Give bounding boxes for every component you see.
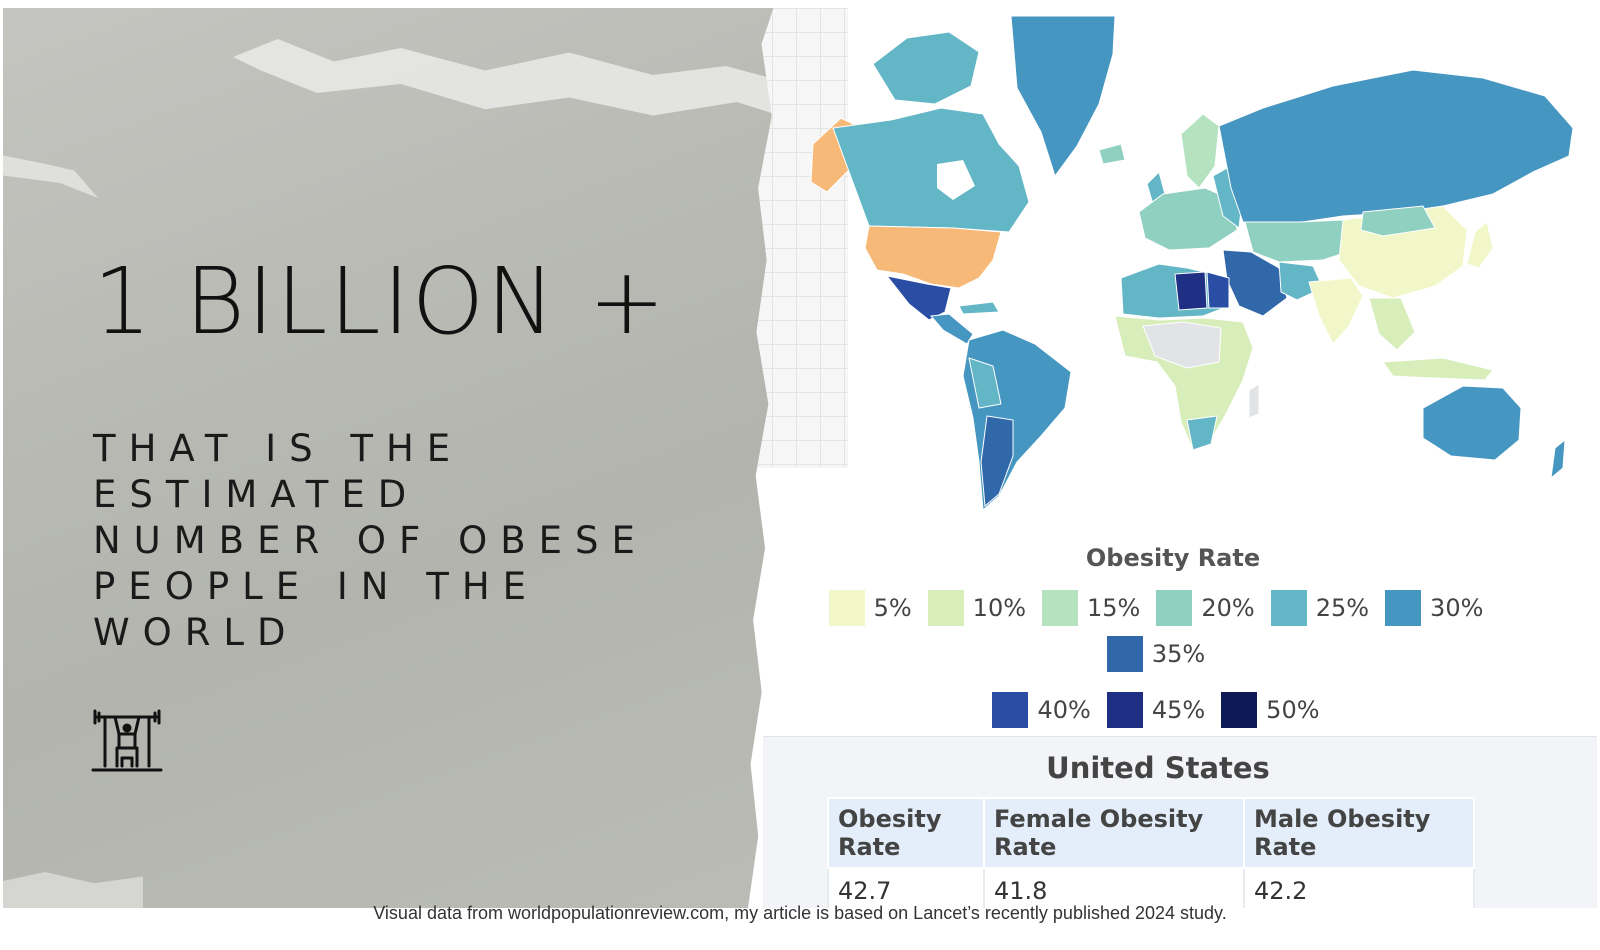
map-region-southern-cone <box>980 415 1014 508</box>
map-region-scandinavia <box>1180 113 1220 189</box>
legend-swatch <box>1106 636 1143 672</box>
legend-swatch <box>992 692 1029 728</box>
obesity-rate-value: 42.7 <box>827 867 985 908</box>
legend-title: Obesity Rate <box>1085 544 1261 572</box>
map-region-egypt <box>1206 271 1230 309</box>
map-region-japan <box>1466 221 1494 269</box>
female-obesity-rate-value: 41.8 <box>983 867 1245 908</box>
us-stats-section: United States Obesity Rate Female Obesit… <box>763 736 1597 908</box>
male-obesity-rate-value: 42.2 <box>1243 867 1475 908</box>
legend-swatch <box>1156 590 1193 626</box>
table-header-row: Obesity Rate Female Obesity Rate Male Ob… <box>827 797 1475 869</box>
map-region-russia <box>1218 69 1574 225</box>
map-region-mongolia <box>1360 205 1436 237</box>
map-region-europe <box>1138 187 1238 251</box>
legend-label: 30% <box>1430 594 1484 622</box>
legend-item: 20% <box>1156 590 1255 626</box>
legend-swatch <box>1270 590 1307 626</box>
legend-swatch <box>828 590 865 626</box>
legend-label: 40% <box>1037 696 1091 724</box>
map-region-united-states <box>864 225 1002 289</box>
legend-label: 45% <box>1151 696 1206 724</box>
map-region-new-zealand <box>1550 438 1566 480</box>
map-region-indonesia <box>1382 357 1494 381</box>
legend-swatch <box>1385 590 1422 626</box>
map-legend: 5% 10% 15% 20% 25% 30% 35% 40% 45% 50% <box>781 590 1531 728</box>
legend-label: 25% <box>1315 594 1370 622</box>
legend-label: 10% <box>972 594 1027 622</box>
legend-label: 5% <box>873 594 912 622</box>
legend-item: 50% <box>1221 692 1320 728</box>
map-region-south-america <box>962 329 1072 512</box>
slide: 1 BILLION + THAT IS THE ESTIMATED NUMBER… <box>3 8 1597 908</box>
map-region-mexico <box>885 275 952 321</box>
legend-swatch <box>1042 590 1079 626</box>
map-region-iceland <box>1098 143 1126 165</box>
headline: 1 BILLION + <box>93 248 668 355</box>
map-region-australia <box>1422 385 1522 461</box>
legend-swatch <box>927 590 964 626</box>
legend-item: 10% <box>927 590 1027 626</box>
map-region-southeast-asia <box>1368 297 1416 351</box>
legend-item: 30% <box>1385 590 1483 626</box>
map-region-peru-bolivia <box>968 357 1002 409</box>
paper-tear <box>3 155 98 198</box>
map-region-libya <box>1174 271 1208 311</box>
legend-label: 15% <box>1087 594 1141 622</box>
us-stats-title: United States <box>1046 751 1270 785</box>
weightlifter-icon <box>91 709 163 772</box>
map-region-greenland <box>1010 16 1116 178</box>
paper-background <box>3 8 823 908</box>
legend-item: 45% <box>1106 692 1206 728</box>
map-region-south-africa <box>1186 415 1218 451</box>
paper-tear <box>233 39 793 120</box>
us-stats-table: Obesity Rate Female Obesity Rate Male Ob… <box>827 797 1475 908</box>
legend-label: 20% <box>1201 594 1255 622</box>
legend-item: 25% <box>1270 590 1370 626</box>
column-header-female-obesity-rate: Female Obesity Rate <box>983 797 1245 869</box>
legend-item: 40% <box>992 692 1091 728</box>
legend-item: 35% <box>1106 636 1206 672</box>
image-caption: Visual data from worldpopulationreview.c… <box>373 903 1227 923</box>
map-region-madagascar <box>1248 383 1260 419</box>
subtitle: THAT IS THE ESTIMATED NUMBER OF OBESE PE… <box>93 427 648 654</box>
map-region-canada <box>832 107 1030 233</box>
world-map <box>810 16 1574 512</box>
column-header-male-obesity-rate: Male Obesity Rate <box>1243 797 1475 869</box>
legend-label: 35% <box>1151 640 1206 668</box>
map-region-central-africa <box>1142 321 1222 369</box>
map-region-central-america <box>930 313 974 345</box>
paper-tear <box>3 872 143 908</box>
legend-swatch <box>1221 692 1258 728</box>
map-region-hudson-bay <box>937 160 975 200</box>
table-row: 42.7 41.8 42.2 <box>827 867 1475 908</box>
map-region-india <box>1308 277 1364 345</box>
legend-swatch <box>1106 692 1143 728</box>
column-header-obesity-rate: Obesity Rate <box>827 797 985 869</box>
legend-label: 50% <box>1266 696 1320 724</box>
map-region-caribbean <box>958 301 1000 315</box>
legend-item: 5% <box>828 590 912 626</box>
legend-item: 15% <box>1042 590 1140 626</box>
map-region-arctic-islands <box>872 31 980 105</box>
